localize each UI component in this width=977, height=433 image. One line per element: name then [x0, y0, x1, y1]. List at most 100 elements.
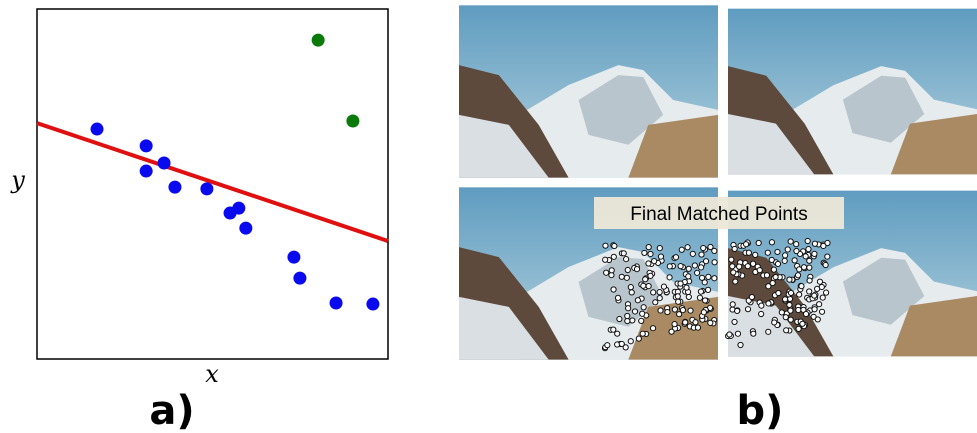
match-marker — [801, 265, 806, 270]
match-marker — [672, 322, 677, 327]
match-marker — [657, 246, 662, 251]
point — [330, 297, 343, 310]
match-marker — [611, 287, 616, 292]
match-marker — [676, 299, 681, 304]
match-marker — [701, 245, 706, 250]
match-marker — [738, 342, 743, 347]
match-marker — [639, 318, 644, 323]
match-marker — [757, 268, 762, 273]
match-marker — [803, 311, 808, 316]
match-marker — [712, 276, 717, 281]
match-marker — [821, 243, 826, 248]
match-marker — [692, 263, 697, 268]
match-marker — [779, 310, 784, 315]
match-marker — [753, 252, 758, 257]
match-marker — [703, 298, 708, 303]
match-marker — [745, 307, 750, 312]
match-marker — [678, 264, 683, 269]
match-marker — [624, 275, 629, 280]
match-marker — [635, 298, 640, 303]
match-marker — [615, 295, 620, 300]
match-marker — [796, 326, 801, 331]
photo — [459, 5, 718, 177]
point — [366, 298, 379, 311]
photo — [728, 9, 977, 175]
match-marker — [684, 285, 689, 290]
match-marker — [751, 331, 756, 336]
match-marker — [643, 277, 648, 282]
match-marker — [646, 261, 651, 266]
match-marker — [783, 315, 788, 320]
match-marker — [617, 316, 622, 321]
match-marker — [703, 259, 708, 264]
match-marker — [642, 250, 647, 255]
panel-label: a) — [149, 388, 194, 433]
match-marker — [729, 257, 734, 262]
match-marker — [632, 309, 637, 314]
match-marker — [782, 258, 787, 263]
point — [158, 157, 171, 170]
point — [287, 251, 300, 264]
match-marker — [701, 310, 706, 315]
match-marker — [817, 279, 822, 284]
match-marker — [815, 286, 820, 291]
match-marker — [772, 320, 777, 325]
match-marker — [812, 307, 817, 312]
match-marker — [787, 302, 792, 307]
match-marker — [657, 296, 662, 301]
match-marker — [782, 297, 787, 302]
match-marker — [806, 247, 811, 252]
match-marker — [621, 251, 626, 256]
match-marker — [669, 329, 674, 334]
match-marker — [812, 251, 817, 256]
match-marker — [800, 321, 805, 326]
match-marker — [646, 283, 651, 288]
match-marker — [630, 318, 635, 323]
point — [312, 34, 325, 47]
match-marker — [693, 320, 698, 325]
match-marker — [759, 311, 764, 316]
match-marker — [764, 273, 769, 278]
figure: y x a) Final Matched Points b) — [0, 0, 977, 433]
match-marker — [605, 343, 610, 348]
match-marker — [625, 318, 630, 323]
match-marker — [667, 264, 672, 269]
match-marker — [672, 307, 677, 312]
match-marker — [641, 283, 646, 288]
match-marker — [625, 313, 630, 318]
match-marker — [688, 308, 693, 313]
match-marker — [794, 248, 799, 253]
match-marker — [812, 293, 817, 298]
match-marker — [667, 275, 672, 280]
match-marker — [629, 290, 634, 295]
match-marker — [730, 264, 735, 269]
match-marker — [665, 309, 670, 314]
match-marker — [795, 273, 800, 278]
match-marker — [735, 308, 740, 313]
match-marker — [803, 254, 808, 259]
match-marker — [756, 240, 761, 245]
match-marker — [807, 278, 812, 283]
match-marker — [819, 309, 824, 314]
y-axis-label: y — [10, 166, 25, 194]
match-marker — [686, 294, 691, 299]
match-marker — [603, 257, 608, 262]
match-marker — [675, 294, 680, 299]
match-marker — [775, 261, 780, 266]
match-marker — [792, 258, 797, 263]
overlay-label: Final Matched Points — [630, 204, 807, 225]
match-marker — [705, 287, 710, 292]
match-marker — [744, 242, 749, 247]
match-marker — [820, 295, 825, 300]
match-marker — [658, 254, 663, 259]
match-marker — [794, 242, 799, 247]
match-marker — [737, 264, 742, 269]
match-marker — [825, 254, 830, 259]
match-marker — [776, 290, 781, 295]
match-marker — [685, 245, 690, 250]
match-marker — [619, 341, 624, 346]
point — [346, 115, 359, 128]
point — [168, 181, 181, 194]
match-marker — [733, 279, 738, 284]
match-marker — [611, 254, 616, 259]
